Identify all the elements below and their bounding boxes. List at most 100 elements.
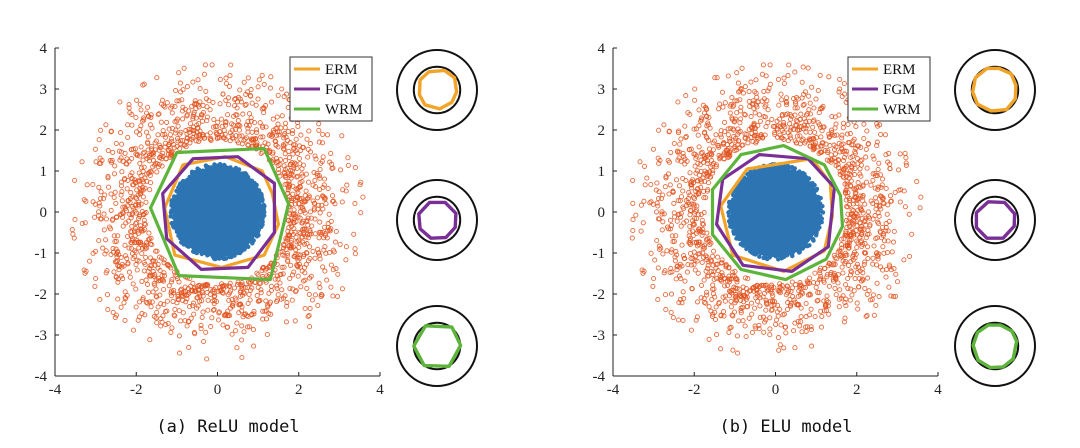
outer-point: [321, 182, 327, 188]
inner-point: [236, 167, 242, 172]
outer-point: [136, 215, 142, 221]
outer-point: [255, 84, 261, 90]
outer-point: [249, 100, 255, 106]
outer-point: [245, 129, 251, 135]
outer-point: [352, 246, 358, 252]
outer-point: [351, 231, 357, 237]
outer-point: [175, 123, 181, 129]
outer-point: [143, 299, 149, 305]
outer-point: [248, 93, 254, 99]
outer-point: [184, 296, 190, 302]
outer-point: [307, 305, 313, 311]
inner-point: [806, 176, 812, 181]
outer-point: [260, 265, 266, 271]
inner-point: [731, 229, 737, 235]
outer-point: [293, 234, 299, 240]
y-tick-label: -1: [35, 246, 48, 262]
inner-point: [782, 254, 787, 259]
outer-point: [286, 155, 292, 161]
outer-point: [141, 217, 147, 223]
outer-point: [169, 325, 175, 331]
outer-point: [240, 111, 246, 117]
outer-point: [113, 140, 119, 147]
outer-point: [328, 262, 334, 268]
inner-point: [258, 193, 263, 198]
outer-point: [154, 169, 160, 175]
y-tick-label: -3: [593, 328, 606, 344]
outer-point: [312, 177, 318, 183]
outer-point: [209, 315, 215, 321]
outer-point: [266, 290, 272, 296]
legend-label-fgm: FGM: [325, 82, 358, 98]
outer-point: [110, 149, 116, 155]
outer-point: [154, 320, 160, 326]
outer-point: [145, 147, 151, 153]
outer-point: [330, 267, 336, 273]
caption-relu: (a) ReLU model: [156, 417, 299, 437]
outer-point: [144, 281, 151, 287]
outer-point: [312, 292, 318, 298]
outer-point: [307, 324, 313, 330]
outer-point: [184, 323, 190, 329]
outer-point: [275, 276, 281, 282]
outer-point: [279, 113, 285, 119]
outer-point: [265, 141, 271, 147]
y-tick-label: 4: [598, 41, 606, 57]
inner-point: [746, 244, 751, 249]
outer-point: [92, 146, 98, 152]
outer-point: [103, 248, 109, 254]
x-tick-label: 2: [853, 382, 861, 398]
outer-point: [295, 264, 301, 270]
outer-point: [166, 126, 172, 132]
outer-point: [147, 263, 153, 269]
outer-point: [324, 277, 330, 283]
outer-point: [298, 132, 304, 138]
outer-point: [129, 122, 135, 128]
outer-point: [214, 131, 220, 137]
inner-point: [816, 202, 821, 208]
outer-point: [104, 292, 111, 298]
legend-label-wrm: WRM: [325, 102, 363, 118]
outer-point: [275, 92, 281, 98]
outer-point: [149, 299, 155, 305]
outer-point: [310, 182, 316, 188]
outer-point: [295, 173, 301, 179]
outer-point: [190, 116, 196, 122]
outer-point: [168, 151, 174, 157]
inner-point: [805, 243, 811, 248]
outer-point: [203, 329, 209, 335]
inner-point: [796, 246, 802, 252]
outer-point: [211, 307, 217, 313]
outer-point: [314, 195, 321, 201]
inner-point: [786, 164, 791, 169]
outer-point: [173, 127, 179, 133]
y-tick-label: 1: [40, 164, 48, 180]
outer-point: [235, 118, 241, 124]
outer-point: [179, 108, 186, 114]
outer-point: [281, 94, 287, 100]
outer-point: [175, 138, 181, 144]
outer-point: [294, 150, 300, 156]
inner-point: [256, 188, 262, 193]
outer-point: [331, 249, 337, 255]
inner-point: [221, 256, 227, 262]
y-tick-label: -2: [35, 287, 48, 303]
outer-point: [258, 290, 264, 296]
outer-point: [182, 284, 188, 290]
outer-point: [232, 96, 238, 102]
outer-point: [227, 280, 233, 286]
outer-point: [352, 251, 358, 257]
y-tick-label: -4: [35, 369, 48, 385]
outer-point: [225, 112, 231, 118]
outer-point: [285, 258, 291, 265]
outer-point: [243, 135, 250, 141]
inner-point: [753, 252, 758, 257]
outer-point: [140, 194, 146, 200]
outer-point: [277, 162, 283, 168]
outer-point: [217, 129, 223, 135]
y-tick-label: 0: [40, 205, 48, 221]
outer-point: [134, 97, 140, 103]
outer-point: [285, 218, 291, 224]
outer-point: [134, 187, 140, 193]
outer-point: [155, 111, 161, 118]
